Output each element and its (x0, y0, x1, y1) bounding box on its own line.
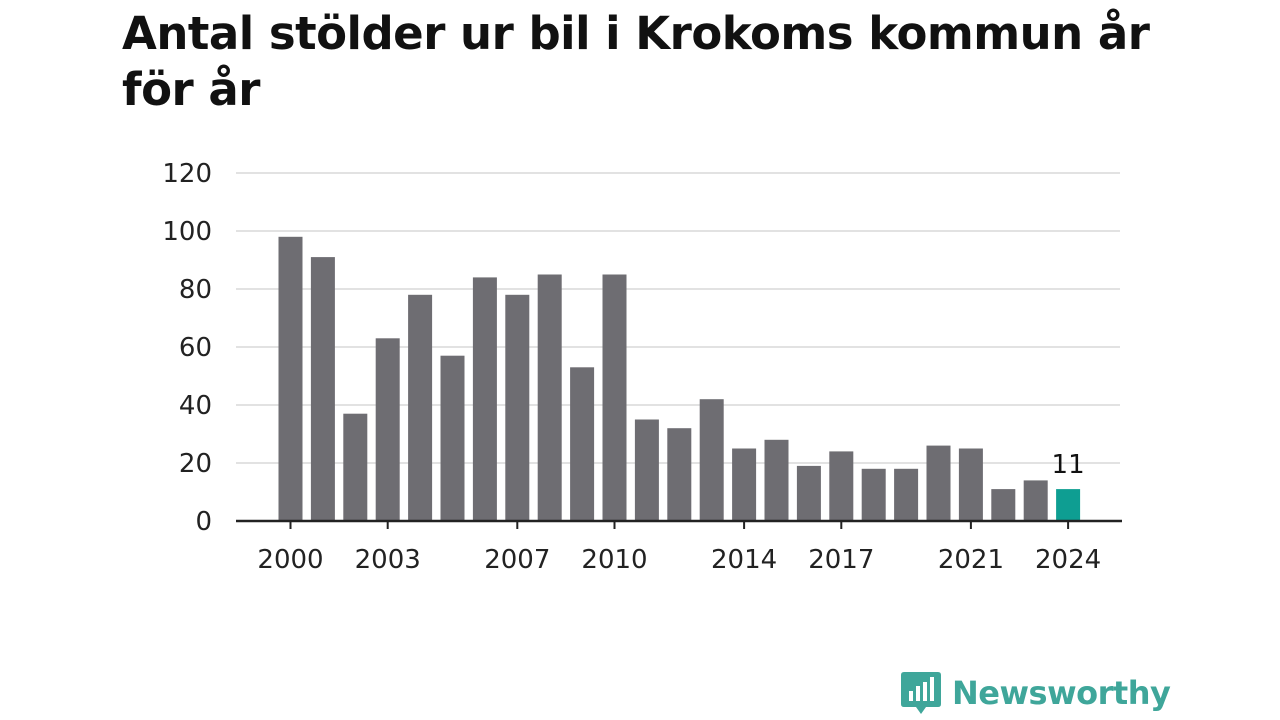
bar-chart: 0 20 40 60 80 100 120 2000 2003 2007 2010 2014 2017 2… (162, 159, 1122, 575)
bar-2003 (375, 338, 400, 521)
bar-2005 (440, 355, 465, 521)
bar-2009 (570, 367, 595, 521)
bars (278, 236, 1081, 522)
bar-2015 (764, 439, 789, 521)
y-tick-label: 60 (179, 333, 212, 363)
chart-title: Antal stölder ur bil i Krokoms kommun år… (122, 7, 1150, 116)
y-tick-label: 0 (195, 507, 212, 537)
bar-2001 (310, 257, 335, 521)
x-tick-label: 2003 (355, 545, 421, 575)
x-tick-label: 2010 (581, 545, 647, 575)
bar-2016 (796, 465, 821, 521)
bar-2024 (1056, 489, 1081, 521)
bar-2011 (634, 419, 659, 521)
y-tick-label: 80 (179, 275, 212, 305)
bar-2006 (472, 277, 497, 521)
x-tick-label: 2000 (257, 545, 323, 575)
axes (236, 519, 1122, 529)
bar-2010 (602, 274, 627, 521)
x-tick-label: 2007 (484, 545, 550, 575)
bar-2023 (1023, 480, 1048, 521)
x-tick-label: 2024 (1035, 545, 1101, 575)
bar-2007 (505, 294, 530, 521)
y-tick-label: 120 (162, 159, 212, 189)
bar-2017 (829, 451, 854, 521)
bar-2014 (732, 448, 757, 521)
bar-2019 (894, 468, 919, 521)
bar-2000 (278, 236, 303, 522)
gridlines (236, 172, 1120, 464)
bar-2004 (408, 294, 433, 521)
bar-2002 (343, 413, 368, 521)
bar-2012 (667, 428, 692, 521)
data-label: 11 (1052, 450, 1085, 480)
newsworthy-logo: Newsworthy (900, 670, 1171, 716)
x-tick-label: 2014 (711, 545, 777, 575)
bar-2008 (537, 274, 562, 521)
logo-text: Newsworthy (952, 674, 1171, 712)
y-tick-label: 20 (179, 449, 212, 479)
y-tick-label: 100 (162, 217, 212, 247)
bar-2021 (958, 448, 983, 521)
newsworthy-chart-bubble-icon (901, 672, 941, 714)
x-tick-label: 2021 (938, 545, 1004, 575)
bar-2020 (926, 445, 951, 521)
bar-2013 (699, 399, 724, 521)
y-tick-label: 40 (179, 391, 212, 421)
bar-2022 (991, 489, 1016, 521)
bar-2018 (861, 468, 886, 521)
x-tick-label: 2017 (808, 545, 874, 575)
labels: 0 20 40 60 80 100 120 2000 2003 2007 2010 2014 2017 2… (162, 159, 1101, 575)
